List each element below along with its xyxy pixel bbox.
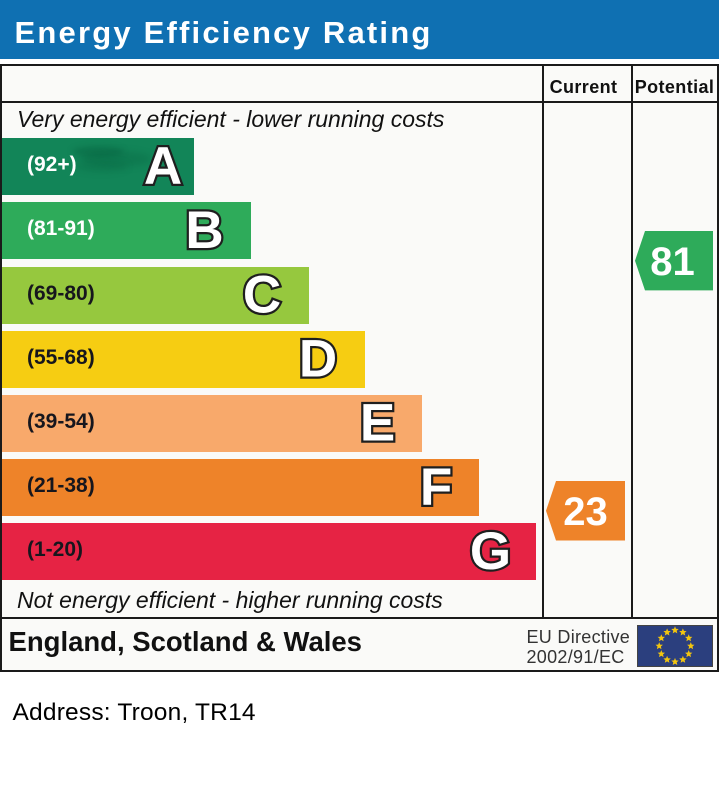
svg-text:F: F bbox=[420, 458, 452, 517]
svg-text:C: C bbox=[243, 265, 281, 324]
svg-text:B: B bbox=[185, 201, 223, 260]
svg-text:G: G bbox=[470, 522, 511, 581]
svg-text:D: D bbox=[299, 329, 337, 388]
svg-text:23: 23 bbox=[563, 490, 608, 534]
svg-text:A: A bbox=[144, 137, 182, 196]
svg-text:81: 81 bbox=[650, 240, 695, 284]
svg-text:E: E bbox=[360, 393, 395, 452]
